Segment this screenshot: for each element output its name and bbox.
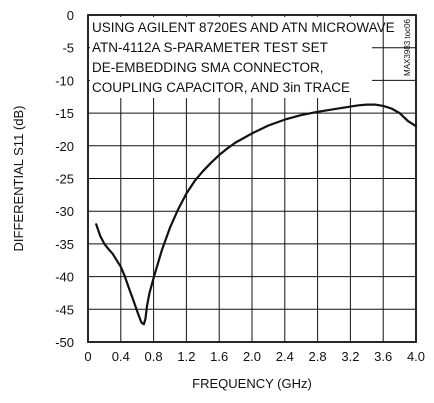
y-tick-label: -30 [55,204,74,219]
plot-frame [87,14,417,343]
series-line [95,103,418,326]
annotation-background [90,17,372,98]
y-tick-label: -50 [55,335,74,350]
y-tick-label: -45 [55,302,74,317]
y-tick-label: -35 [55,237,74,252]
figure-id: MAX3983 toc06 [403,18,412,75]
x-tick-label: 0.8 [145,349,163,364]
x-tick-label: 2.8 [309,349,327,364]
y-axis-label: DIFFERENTIAL S11 (dB) [11,106,26,252]
annotation-line: COUPLING CAPACITOR, AND 3in TRACE [92,80,350,95]
x-tick-label: 0 [84,349,91,364]
x-axis-label: FREQUENCY (GHz) [192,376,312,391]
x-tick-label: 2.0 [243,349,261,364]
y-tick-label: -10 [55,73,74,88]
x-tick-label: 2.4 [276,349,294,364]
y-tick-label: -20 [55,139,74,154]
x-tick-label: 3.6 [374,349,392,364]
annotation-line: ATN-4112A S-PARAMETER TEST SET [92,40,328,55]
x-tick-labels: 0 0.4 0.8 1.2 1.6 2.0 2.4 2.8 3.2 3.6 4.0 [84,349,425,364]
x-tick-label: 1.2 [177,349,195,364]
y-tick-label: -40 [55,270,74,285]
annotation-text: USING AGILENT 8720ES AND ATN MICROWAVE AT… [90,17,395,98]
x-tick-label: 4.0 [407,349,425,364]
y-tick-labels: 0 -5 -10 -15 -20 -25 -30 -35 -40 -45 -50 [55,8,74,350]
annotation-line: DE-EMBEDDING SMA CONNECTOR, [92,60,324,75]
x-tick-label: 0.4 [112,349,130,364]
x-tick-label: 3.2 [341,349,359,364]
y-tick-label: -5 [62,41,74,56]
y-tick-label: -15 [55,106,74,121]
x-tick-label: 1.6 [210,349,228,364]
y-tick-label: 0 [67,8,74,23]
y-tick-label: -25 [55,172,74,187]
annotation-line: USING AGILENT 8720ES AND ATN MICROWAVE [92,20,395,35]
